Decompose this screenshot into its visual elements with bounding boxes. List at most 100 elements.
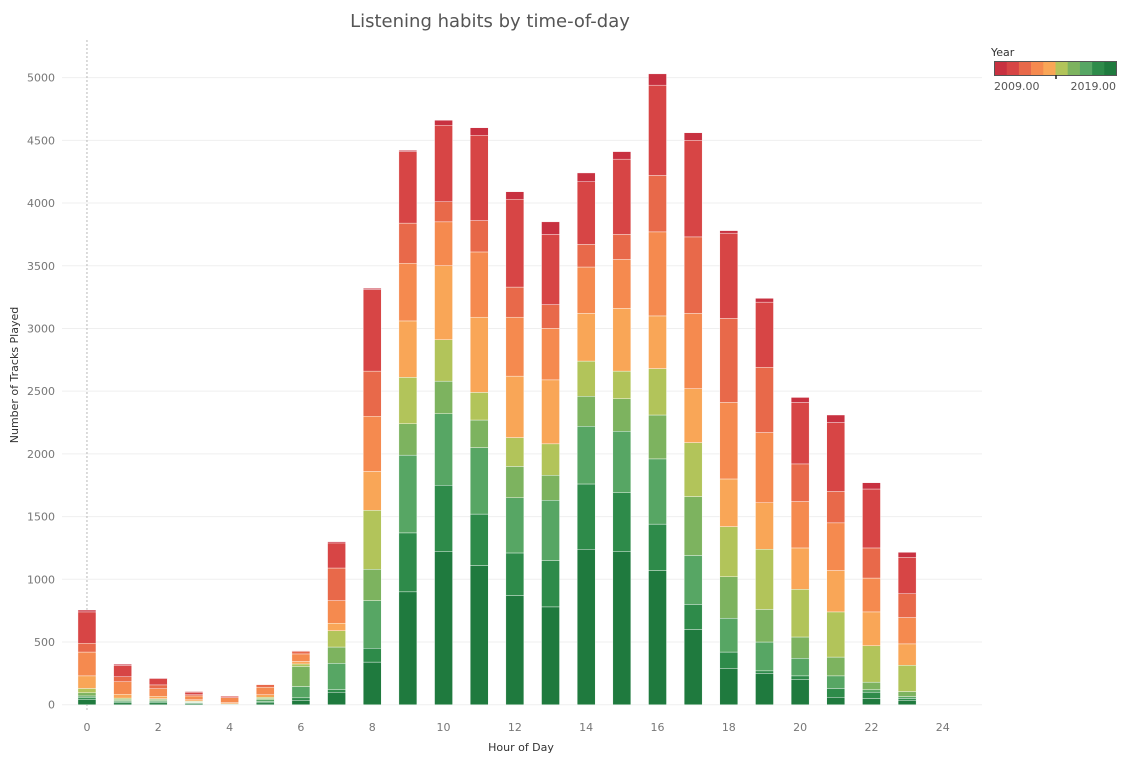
bar-segment[interactable] xyxy=(576,360,596,397)
bar-segment[interactable] xyxy=(683,236,703,314)
bar-segment[interactable] xyxy=(398,320,418,378)
bar-segment[interactable] xyxy=(790,547,810,590)
bar-segment[interactable] xyxy=(612,151,632,160)
bar-segment[interactable] xyxy=(505,191,525,200)
bar-segment[interactable] xyxy=(291,661,311,665)
bar-segment[interactable] xyxy=(434,125,453,202)
bar-segment[interactable] xyxy=(719,402,739,480)
bar-segment[interactable] xyxy=(790,636,810,659)
bar-segment[interactable] xyxy=(363,648,382,663)
bar-segment[interactable] xyxy=(77,699,97,705)
bar-segment[interactable] xyxy=(327,630,346,648)
bar-segment[interactable] xyxy=(541,606,560,705)
bar-segment[interactable] xyxy=(363,370,382,417)
bar-segment[interactable] xyxy=(327,600,346,624)
bar-segment[interactable] xyxy=(862,482,881,490)
bar-segment[interactable] xyxy=(149,702,168,705)
bar-segment[interactable] xyxy=(648,523,667,571)
bar-segment[interactable] xyxy=(719,668,739,705)
bar-segment[interactable] xyxy=(790,397,810,403)
bar-segment[interactable] xyxy=(862,689,881,693)
bar-segment[interactable] xyxy=(648,570,667,705)
bar-segment[interactable] xyxy=(505,466,525,498)
bar-segment[interactable] xyxy=(612,492,632,552)
bar-segment[interactable] xyxy=(790,658,810,677)
bar-segment[interactable] xyxy=(683,629,703,705)
bar-segment[interactable] xyxy=(826,570,845,613)
bar-segment[interactable] xyxy=(184,691,204,693)
bar-segment[interactable] xyxy=(897,696,917,699)
bar-segment[interactable] xyxy=(862,577,881,613)
bar-segment[interactable] xyxy=(256,702,275,705)
bar-segment[interactable] xyxy=(826,522,845,571)
bar-segment[interactable] xyxy=(612,234,632,260)
bar-segment[interactable] xyxy=(862,547,881,579)
bar-segment[interactable] xyxy=(398,263,418,322)
bar-segment[interactable] xyxy=(897,557,917,594)
bar-segment[interactable] xyxy=(683,604,703,630)
bar-segment[interactable] xyxy=(719,576,739,619)
bar-segment[interactable] xyxy=(291,697,311,701)
bar-segment[interactable] xyxy=(648,414,667,460)
bar-segment[interactable] xyxy=(826,675,845,689)
bar-segment[interactable] xyxy=(327,689,346,693)
bar-segment[interactable] xyxy=(434,120,453,126)
bar-segment[interactable] xyxy=(256,686,275,695)
bar-segment[interactable] xyxy=(826,688,845,698)
bar-segment[interactable] xyxy=(505,286,525,318)
bar-segment[interactable] xyxy=(398,591,418,705)
bar-segment[interactable] xyxy=(755,549,774,610)
bar-segment[interactable] xyxy=(505,199,525,288)
bar-segment[interactable] xyxy=(77,643,97,653)
bar-segment[interactable] xyxy=(77,611,97,644)
bar-segment[interactable] xyxy=(398,454,418,534)
bar-segment[interactable] xyxy=(291,663,311,667)
bar-segment[interactable] xyxy=(113,665,132,677)
bar-segment[interactable] xyxy=(291,651,311,655)
bar-segment[interactable] xyxy=(719,478,739,527)
bar-segment[interactable] xyxy=(470,419,489,448)
bar-segment[interactable] xyxy=(113,676,132,682)
bar-segment[interactable] xyxy=(719,617,739,653)
bar-segment[interactable] xyxy=(434,413,453,486)
bar-segment[interactable] xyxy=(149,678,168,686)
bar-segment[interactable] xyxy=(220,696,239,698)
bar-segment[interactable] xyxy=(541,234,560,305)
bar-segment[interactable] xyxy=(149,688,168,697)
bar-segment[interactable] xyxy=(113,702,132,705)
bar-segment[interactable] xyxy=(398,423,418,456)
bar-segment[interactable] xyxy=(755,298,774,303)
bar-segment[interactable] xyxy=(113,694,132,699)
bar-segment[interactable] xyxy=(434,551,453,705)
bar-segment[interactable] xyxy=(719,318,739,403)
bar-segment[interactable] xyxy=(398,222,418,264)
bar-segment[interactable] xyxy=(77,651,97,677)
bar-segment[interactable] xyxy=(434,485,453,552)
bar-segment[interactable] xyxy=(683,496,703,556)
bar-segment[interactable] xyxy=(897,552,917,558)
bar-segment[interactable] xyxy=(434,265,453,340)
bar-segment[interactable] xyxy=(327,541,346,544)
bar-segment[interactable] xyxy=(363,289,382,372)
bar-segment[interactable] xyxy=(897,698,917,701)
bar-segment[interactable] xyxy=(862,691,881,699)
bar-segment[interactable] xyxy=(77,695,97,699)
bar-segment[interactable] xyxy=(683,388,703,443)
bar-segment[interactable] xyxy=(612,259,632,309)
bar-segment[interactable] xyxy=(541,500,560,561)
bar-segment[interactable] xyxy=(541,560,560,608)
bar-segment[interactable] xyxy=(149,684,168,689)
bar-segment[interactable] xyxy=(612,158,632,235)
bar-segment[interactable] xyxy=(862,488,881,549)
bar-segment[interactable] xyxy=(541,475,560,501)
bar-segment[interactable] xyxy=(470,316,489,393)
bar-segment[interactable] xyxy=(363,510,382,570)
bar-segment[interactable] xyxy=(77,688,97,694)
bar-segment[interactable] xyxy=(398,532,418,593)
bar-segment[interactable] xyxy=(363,471,382,511)
bar-segment[interactable] xyxy=(755,673,774,705)
bar-segment[interactable] xyxy=(434,201,453,223)
bar-segment[interactable] xyxy=(755,301,774,368)
bar-segment[interactable] xyxy=(576,266,596,314)
bar-segment[interactable] xyxy=(683,132,703,141)
